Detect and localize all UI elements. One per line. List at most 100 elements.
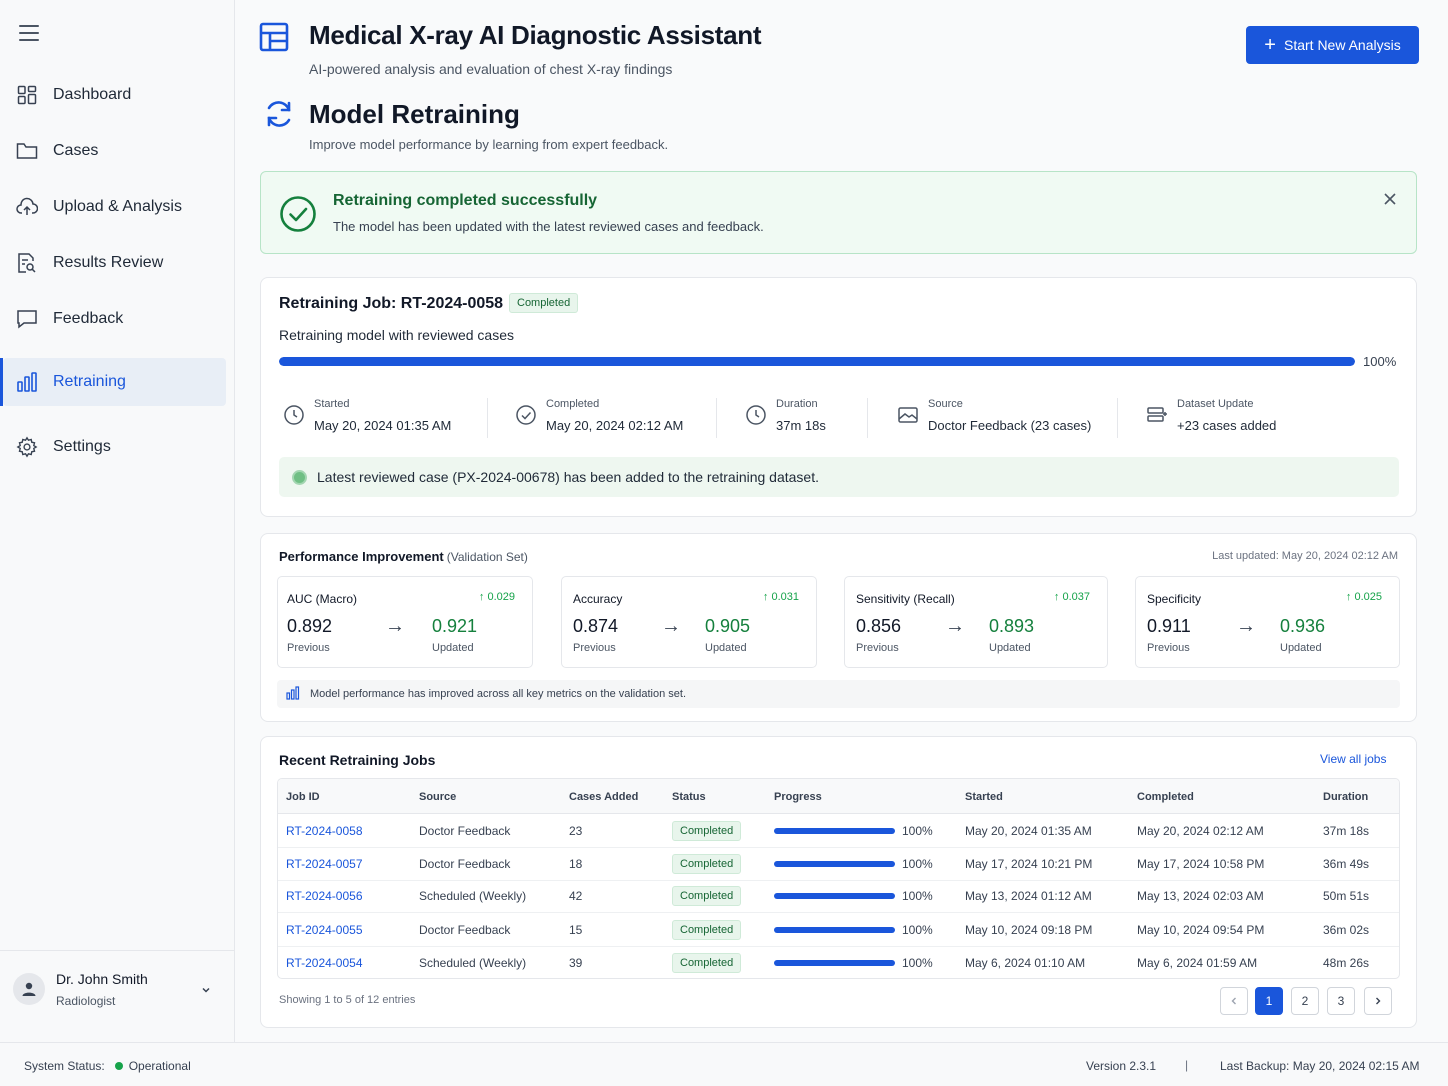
performance-note: Model performance has improved across al… [277,680,1400,708]
sidebar-item-label: Feedback [53,310,124,327]
status-badge: Completed [509,293,579,313]
table-row[interactable]: RT-2024-0054 Scheduled (Weekly) 39 Complete… [278,947,1399,978]
chevron-left-icon [1231,997,1236,1005]
job-id-link[interactable]: RT-2024-0056 [286,889,363,903]
start-new-analysis-label: Start New Analysis [1283,37,1401,53]
job-id-link[interactable]: RT-2024-0055 [286,923,363,937]
row-progress-bar [774,861,895,867]
job-cases-added: 23 [569,824,583,838]
sidebar-item-cases[interactable]: Cases [3,127,226,175]
metric-card-accuracy: Accuracy ↑ 0.031 0.874 Previous → 0.905 … [561,576,817,668]
meta-value: May 20, 2024 02:12 AM [546,418,684,433]
table-row[interactable]: RT-2024-0056 Scheduled (Weekly) 42 Complete… [278,880,1399,913]
sidebar-item-settings[interactable]: Settings [3,423,226,471]
column-header: Duration [1323,791,1369,803]
column-header: Progress [774,791,822,803]
footer-separator: | [1185,1058,1189,1072]
chat-bubble-icon [16,308,38,330]
metric-name: Sensitivity (Recall) [856,592,955,606]
dataset-info-text: Latest reviewed case (PX-2024-00678) has… [317,469,819,485]
clock-icon [283,404,305,426]
system-status-value: Operational [128,1059,191,1073]
chevron-down-icon[interactable] [200,983,212,1001]
status-badge: Completed [672,886,742,906]
metric-name: AUC (Macro) [287,592,358,606]
job-completed: May 13, 2024 02:03 AM [1137,889,1264,903]
divider [487,398,488,438]
bar-chart-icon [16,371,38,393]
document-search-icon [16,252,38,274]
menu-icon[interactable] [19,25,39,41]
sidebar-item-label: Cases [53,142,99,159]
start-new-analysis-button[interactable]: + Start New Analysis [1246,26,1419,64]
metric-card-sensitivity: Sensitivity (Recall) ↑ 0.037 0.856 Previ… [844,576,1108,668]
table-row[interactable]: RT-2024-0055 Doctor Feedback 15 Completed 10… [278,914,1399,947]
sidebar-item-results-review[interactable]: Results Review [3,239,226,287]
column-header: Status [672,791,706,803]
job-source: Doctor Feedback [419,824,511,838]
recent-jobs-card: Recent Retraining Jobs View all jobs Job… [260,736,1417,1028]
job-cases-added: 39 [569,956,583,970]
meta-started: Started May 20, 2024 01:35 AM [283,398,483,438]
arrow-right-icon: → [661,615,681,637]
system-status: System Status: Operational [24,1059,191,1073]
metric-previous-label: Previous [573,642,616,654]
user-role: Radiologist [56,994,116,1008]
job-id-link[interactable]: RT-2024-0057 [286,857,363,871]
metric-name: Accuracy [573,592,623,606]
cloud-upload-icon [16,196,38,218]
job-started: May 10, 2024 09:18 PM [965,923,1093,937]
clock-icon [745,404,767,426]
job-duration: 48m 26s [1323,956,1370,970]
meta-label: Started [314,398,350,410]
sidebar-item-label: Dashboard [53,86,132,103]
close-icon[interactable] [1381,190,1399,208]
meta-completed: Completed May 20, 2024 02:12 AM [515,398,715,438]
sidebar-item-upload[interactable]: Upload & Analysis [3,183,226,231]
user-profile[interactable]: Dr. John Smith Radiologist [0,950,234,1030]
status-footer: System Status: Operational Version 2.3.1… [0,1042,1448,1086]
performance-title: Performance Improvement (Validation Set) [279,549,528,564]
column-header: Started [965,791,1003,803]
sidebar-item-retraining[interactable]: Retraining [0,358,226,406]
last-backup-label: Last Backup: May 20, 2024 02:15 AM [1220,1059,1420,1073]
arrow-right-icon: → [1236,615,1256,637]
table-row[interactable]: RT-2024-0057 Doctor Feedback 18 Completed 10… [278,848,1399,881]
app-title: Medical X-ray AI Diagnostic Assistant [309,20,762,50]
sidebar-item-dashboard[interactable]: Dashboard [3,71,226,119]
job-progress-fill [279,357,1355,366]
row-progress-bar [774,828,895,834]
meta-value: 37m 18s [776,418,826,433]
refresh-icon [263,98,295,130]
pagination-page-2[interactable]: 2 [1291,987,1319,1015]
metric-delta: ↑ 0.029 [478,591,515,603]
job-cases-added: 15 [569,923,583,937]
sidebar-item-feedback[interactable]: Feedback [3,295,226,343]
pagination-prev-button[interactable] [1220,987,1248,1015]
row-progress-label: 100% [902,923,933,937]
status-dot-icon [114,1062,123,1070]
metric-updated-label: Updated [989,642,1031,654]
job-started: May 13, 2024 01:12 AM [965,889,1092,903]
job-id-link[interactable]: RT-2024-0054 [286,956,363,970]
pagination-page-3[interactable]: 3 [1327,987,1355,1015]
pagination-next-button[interactable] [1364,987,1392,1015]
metric-card-auc: AUC (Macro) ↑ 0.029 0.892 Previous → 0.9… [277,576,533,668]
view-all-jobs-link[interactable]: View all jobs [1320,752,1387,766]
page-title: Model Retraining [309,99,520,129]
divider [716,398,717,438]
check-circle-icon [279,195,317,233]
metric-previous-label: Previous [287,642,330,654]
row-progress-label: 100% [902,857,933,871]
row-progress-fill [774,960,895,966]
pagination-page-1[interactable]: 1 [1255,987,1283,1015]
table-row[interactable]: RT-2024-0058 Doctor Feedback 23 Completed 10… [278,815,1399,848]
job-id-link[interactable]: RT-2024-0058 [286,824,363,838]
row-progress-label: 100% [902,889,933,903]
status-dot-icon [292,469,307,485]
last-updated: Last updated: May 20, 2024 02:12 AM [1212,550,1398,562]
gear-icon [16,436,38,458]
retraining-job-card: Retraining Job: RT-2024-0058 Completed R… [260,277,1417,517]
metric-previous: 0.856 [856,616,902,636]
folder-icon [16,140,38,162]
